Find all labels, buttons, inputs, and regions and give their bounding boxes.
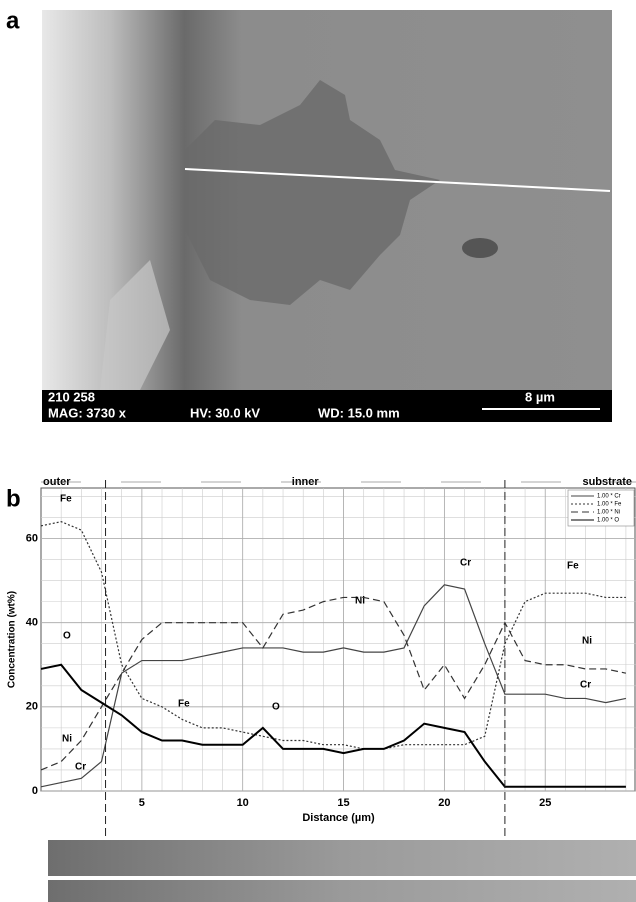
y-tick-label: 60 [26, 532, 38, 544]
curve-label: Fe [178, 699, 190, 710]
y-axis-label: Concentration (wt%) [7, 591, 18, 688]
x-axis-label: Distance (µm) [302, 812, 375, 824]
series-line [40, 596, 627, 771]
curve-label: Ni [582, 636, 592, 647]
panel-label: a [6, 7, 20, 34]
curve-label: Ni [62, 734, 72, 745]
plot-area [40, 487, 636, 792]
series-line [40, 584, 627, 788]
curve-label: Fe [60, 494, 72, 505]
sem-mag: MAG: 3730 x [48, 405, 127, 420]
chart: 0 20 40 60 5 10 15 20 25 Distance (µm) Concentrati… [7, 476, 636, 824]
y-tick-label: 0 [32, 785, 38, 797]
curve-label: Cr [75, 762, 86, 773]
curve-label: Fe [567, 561, 579, 572]
linescan-strip [48, 880, 636, 902]
series-line [40, 663, 626, 788]
y-tick-label: 20 [26, 701, 38, 713]
scale-bar-label: 8 µm [525, 389, 555, 404]
panel-label: b [6, 485, 21, 512]
x-tick-label: 25 [539, 797, 551, 809]
x-tick-label: 20 [438, 797, 450, 809]
legend-label: 1.00 * Cr [597, 494, 621, 500]
legend-label: 1.00 * O [597, 518, 619, 524]
x-tick-label: 5 [139, 797, 145, 809]
sem-id: 210 258 [48, 389, 95, 404]
legend-label: 1.00 * Ni [597, 510, 620, 516]
x-tick-label: 15 [337, 797, 349, 809]
curve-label: O [272, 702, 280, 713]
sem-hv: HV: 30.0 kV [190, 405, 260, 420]
x-tick-label: 10 [237, 797, 249, 809]
sem-image: 210 258 MAG: 3730 x HV: 30.0 kV WD: 15.0… [42, 10, 612, 422]
linescan-strip [48, 840, 636, 876]
y-tick-label: 40 [26, 617, 38, 629]
curve-label: O [63, 631, 71, 642]
curve-label: Ni [355, 596, 365, 607]
curve-label: Cr [460, 558, 471, 569]
legend-label: 1.00 * Fe [597, 502, 622, 508]
sem-wd: WD: 15.0 mm [318, 405, 400, 420]
curve-label: Cr [580, 680, 591, 691]
series-line [40, 521, 626, 750]
